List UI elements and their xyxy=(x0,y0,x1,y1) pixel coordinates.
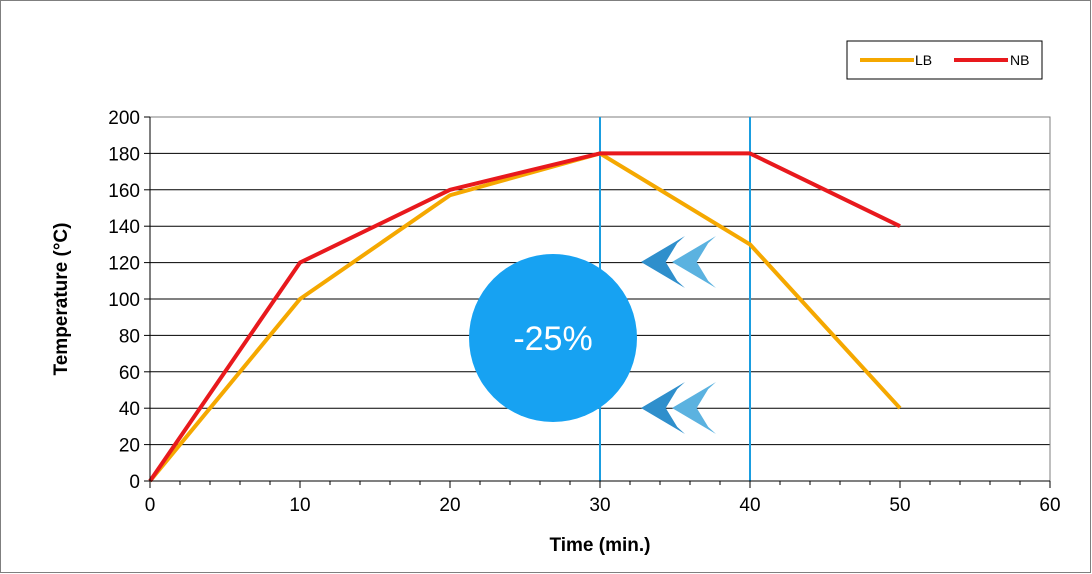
reduction-badge-label: -25% xyxy=(513,320,592,358)
chevron-left-icon xyxy=(672,382,716,434)
x-axis-title: Time (min.) xyxy=(550,535,651,556)
series-lines xyxy=(148,151,902,483)
x-tick-label: 0 xyxy=(145,495,156,516)
x-tick-label: 30 xyxy=(589,495,610,516)
chevron-left-icon xyxy=(641,382,685,434)
y-tick-label: 20 xyxy=(119,436,140,457)
x-tick-label: 40 xyxy=(739,495,760,516)
axes: 0 20 40 60 80 100 120 140 160 180 200 0 10 20 30 40 50 60 xyxy=(108,108,1060,516)
y-tick-label: 180 xyxy=(108,144,140,165)
y-tick-label: 40 xyxy=(119,399,140,420)
x-tick-label: 50 xyxy=(889,495,910,516)
series-line-lb xyxy=(148,151,902,483)
y-tick-label: 0 xyxy=(129,472,140,493)
y-tick-label: 140 xyxy=(108,217,140,238)
y-tick-label: 120 xyxy=(108,254,140,275)
series-line-nb xyxy=(148,151,901,483)
legend: LB NB xyxy=(846,40,1043,80)
legend-label-lb: LB xyxy=(915,52,932,68)
legend-label-nb: NB xyxy=(1010,52,1029,68)
chevron-left-icon xyxy=(641,236,685,288)
y-tick-label: 200 xyxy=(108,108,140,129)
y-tick-label: 60 xyxy=(119,363,140,384)
y-tick-label: 160 xyxy=(108,181,140,202)
y-axis-title: Temperature (°C) xyxy=(51,223,72,376)
annotations: -25% xyxy=(469,236,716,434)
x-tick-label: 60 xyxy=(1039,495,1060,516)
y-tick-label: 100 xyxy=(108,290,140,311)
y-tick-label: 80 xyxy=(119,326,140,347)
chevron-left-icon xyxy=(672,236,716,288)
x-tick-label: 20 xyxy=(439,495,460,516)
x-tick-label: 10 xyxy=(289,495,310,516)
reduction-badge xyxy=(469,254,637,422)
